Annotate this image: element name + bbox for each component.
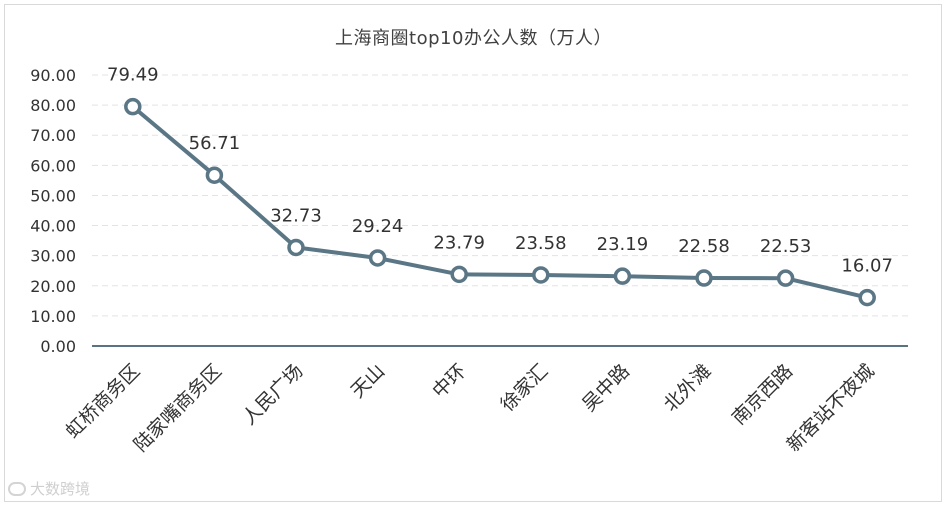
data-label: 29.24 xyxy=(352,216,404,237)
y-tick-label: 30.00 xyxy=(30,247,76,266)
data-label: 32.73 xyxy=(270,205,322,226)
data-label: 22.58 xyxy=(678,236,730,257)
data-point xyxy=(450,265,468,284)
data-label: 79.49 xyxy=(107,65,159,86)
y-tick-label: 70.00 xyxy=(30,126,76,145)
data-point xyxy=(858,288,876,307)
watermark: 大数跨境 xyxy=(8,478,90,499)
series xyxy=(131,105,868,300)
y-tick-label: 50.00 xyxy=(30,186,76,205)
data-point xyxy=(776,269,795,287)
x-tick-label: 人民广场 xyxy=(238,360,307,429)
data-point xyxy=(205,166,224,184)
chart-title: 上海商圈top10办公人数（万人） xyxy=(335,28,612,49)
data-point xyxy=(695,269,713,287)
data-label: 56.71 xyxy=(189,133,241,154)
y-axis: 0.00 10.00 20.00 30.00 40.00 50.00 60.00 70.00 8… xyxy=(30,66,76,356)
x-tick-label: 北外滩 xyxy=(660,360,716,416)
x-tick-label: 吴中路 xyxy=(578,360,634,416)
y-tick-label: 20.00 xyxy=(30,277,76,296)
y-tick-label: 80.00 xyxy=(30,96,76,115)
data-label: 16.07 xyxy=(841,256,893,277)
y-tick-label: 60.00 xyxy=(30,156,76,175)
watermark-text: 大数跨境 xyxy=(30,480,91,498)
data-label: 23.19 xyxy=(597,234,649,255)
gridlines xyxy=(92,74,908,317)
data-point xyxy=(124,97,142,116)
markers xyxy=(124,97,876,307)
x-tick-label: 徐家汇 xyxy=(496,360,552,416)
series-line xyxy=(131,105,868,300)
data-point xyxy=(287,238,305,257)
data-label: 23.58 xyxy=(515,233,567,254)
data-point xyxy=(532,266,550,284)
x-tick-label: 中环 xyxy=(428,360,470,402)
x-tick-label: 南京西路 xyxy=(728,360,797,429)
data-point xyxy=(613,267,632,285)
chart-frame xyxy=(4,4,942,502)
data-point xyxy=(368,249,387,267)
data-labels: 79.49 56.71 32.73 29.24 23.79 23.58 23.19 22.58… xyxy=(107,65,893,277)
y-tick-label: 10.00 xyxy=(30,307,76,326)
y-tick-label: 90.00 xyxy=(30,66,76,85)
data-label: 22.53 xyxy=(760,236,812,257)
y-tick-label: 40.00 xyxy=(30,217,76,236)
watermark-logo-icon xyxy=(8,481,26,496)
x-tick-label: 陆家嘴商务区 xyxy=(130,360,226,456)
x-tick-label: 虹桥商务区 xyxy=(62,360,145,443)
y-tick-label: 0.00 xyxy=(40,337,76,356)
data-label: 23.79 xyxy=(433,232,485,253)
x-tick-label: 新客站不夜城 xyxy=(783,360,879,456)
x-tick-label: 天山 xyxy=(347,360,389,402)
